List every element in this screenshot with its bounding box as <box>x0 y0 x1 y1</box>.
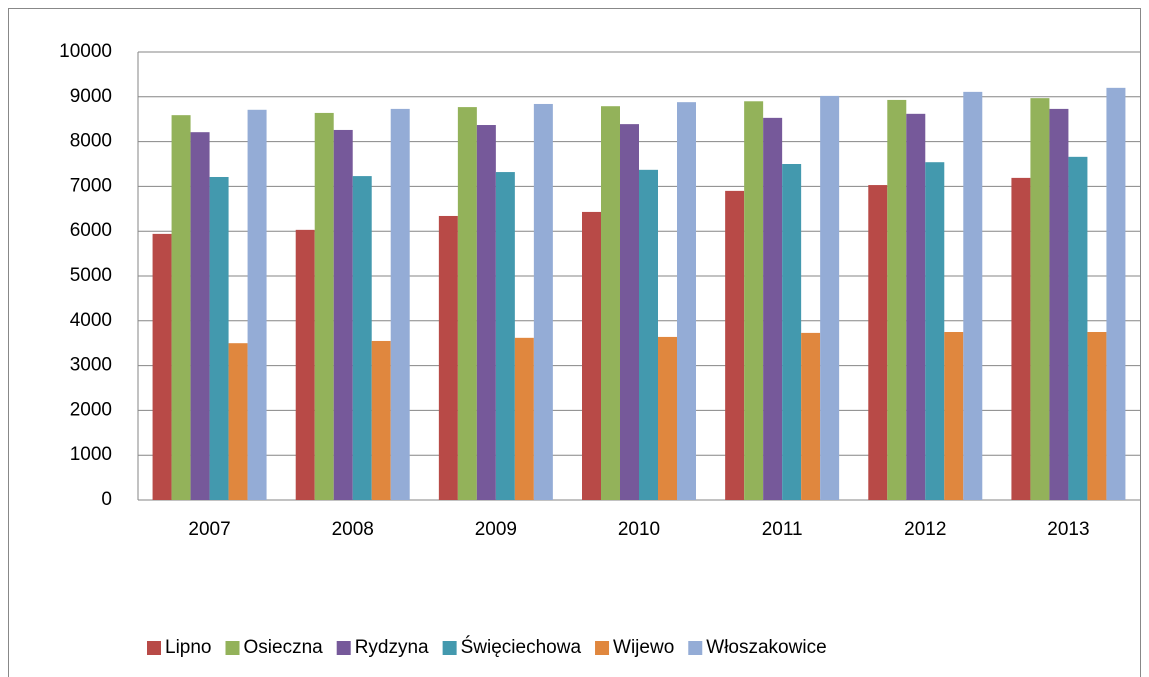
bar <box>495 172 515 500</box>
legend-label: Włoszakowice <box>706 637 826 658</box>
bar <box>152 233 172 500</box>
bar <box>906 113 926 500</box>
x-tick-label: 2009 <box>475 519 517 540</box>
bar <box>1068 156 1088 500</box>
legend-label: Wijewo <box>613 637 674 658</box>
bar <box>925 162 945 500</box>
legend-swatch <box>442 641 457 655</box>
legend-label: Rydzyna <box>355 637 429 658</box>
bar <box>868 185 888 500</box>
bar <box>228 343 248 500</box>
bar <box>944 332 964 500</box>
bar <box>333 129 353 500</box>
y-tick-label: 7000 <box>70 175 112 196</box>
bar <box>438 215 458 500</box>
x-tick-label: 2010 <box>618 519 660 540</box>
bar <box>887 99 907 500</box>
bar <box>601 106 620 500</box>
bar <box>533 103 553 500</box>
y-tick-label: 3000 <box>70 355 112 376</box>
legend-swatch <box>147 641 161 655</box>
bar <box>209 176 229 500</box>
bar <box>295 229 315 500</box>
legend-label: Osieczna <box>244 637 324 658</box>
y-tick-label: 2000 <box>70 399 112 420</box>
bar <box>782 164 802 500</box>
bar <box>476 125 496 501</box>
y-tick-label: 6000 <box>70 220 112 241</box>
legend-label: Lipno <box>165 637 212 658</box>
y-tick-label: 8000 <box>70 131 112 152</box>
bar <box>801 332 821 500</box>
x-tick-label: 2007 <box>188 519 230 540</box>
bar <box>1011 177 1031 500</box>
bar <box>1049 108 1069 501</box>
bar <box>620 124 639 501</box>
bar <box>820 95 840 501</box>
y-tick-label: 0 <box>101 489 112 510</box>
bar <box>371 340 391 500</box>
bar <box>1030 98 1050 501</box>
bar <box>1106 87 1126 500</box>
bar <box>763 117 783 500</box>
legend-swatch <box>336 641 351 655</box>
bar <box>744 101 764 500</box>
y-tick-label: 5000 <box>70 265 112 286</box>
y-tick-label: 9000 <box>70 86 112 107</box>
x-tick-label: 2012 <box>904 519 946 540</box>
bar <box>1087 332 1107 500</box>
legend-swatch <box>595 641 610 655</box>
legend-swatch <box>688 641 703 655</box>
y-tick-label: 4000 <box>70 310 112 331</box>
y-tick-label: 10000 <box>59 41 112 62</box>
legend-label: Święciechowa <box>461 636 582 658</box>
bar <box>725 190 745 500</box>
bar <box>390 108 410 501</box>
legend-swatch <box>225 641 240 655</box>
bar <box>314 112 334 500</box>
bar <box>190 132 210 500</box>
x-tick-label: 2011 <box>762 519 803 540</box>
x-tick-label: 2013 <box>1047 519 1089 540</box>
bar <box>247 109 267 501</box>
x-tick-label: 2008 <box>332 519 374 540</box>
bar <box>677 102 696 501</box>
bar <box>963 91 983 500</box>
bar <box>171 115 191 500</box>
bar <box>582 211 601 500</box>
bar <box>352 176 372 500</box>
bar <box>639 169 658 500</box>
bar <box>457 107 477 500</box>
bar <box>514 337 534 500</box>
y-tick-label: 1000 <box>70 444 112 465</box>
bar <box>658 336 677 500</box>
